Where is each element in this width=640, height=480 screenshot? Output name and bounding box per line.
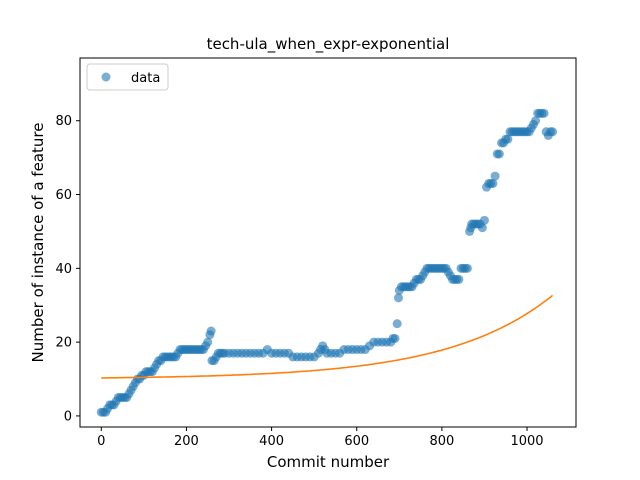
x-tick-label: 600 xyxy=(344,434,369,449)
data-point xyxy=(540,109,549,118)
legend-marker-data xyxy=(102,73,111,82)
y-tick-label: 80 xyxy=(55,114,72,129)
y-tick-label: 60 xyxy=(55,188,72,203)
x-tick-label: 400 xyxy=(259,434,284,449)
data-point xyxy=(391,334,400,343)
data-point xyxy=(480,216,489,225)
x-tick-label: 200 xyxy=(174,434,199,449)
data-point xyxy=(463,264,472,273)
legend: data xyxy=(87,64,168,90)
data-point xyxy=(454,275,463,284)
x-tick-label: 1000 xyxy=(510,434,543,449)
legend-label-data: data xyxy=(131,71,160,86)
x-tick-label: 800 xyxy=(429,434,454,449)
y-axis-title: Number of instance of a feature xyxy=(29,123,47,363)
y-tick-label: 40 xyxy=(55,262,72,277)
y-tick-label: 20 xyxy=(55,336,72,351)
data-point xyxy=(491,172,500,181)
y-tick-label: 0 xyxy=(64,409,72,424)
data-point xyxy=(393,319,402,328)
x-axis-title: Commit number xyxy=(267,453,390,471)
data-point xyxy=(495,149,504,158)
data-point xyxy=(207,327,216,336)
chart-title: tech-ula_when_expr-exponential xyxy=(207,35,450,54)
data-point xyxy=(548,127,557,136)
x-tick-label: 0 xyxy=(97,434,105,449)
